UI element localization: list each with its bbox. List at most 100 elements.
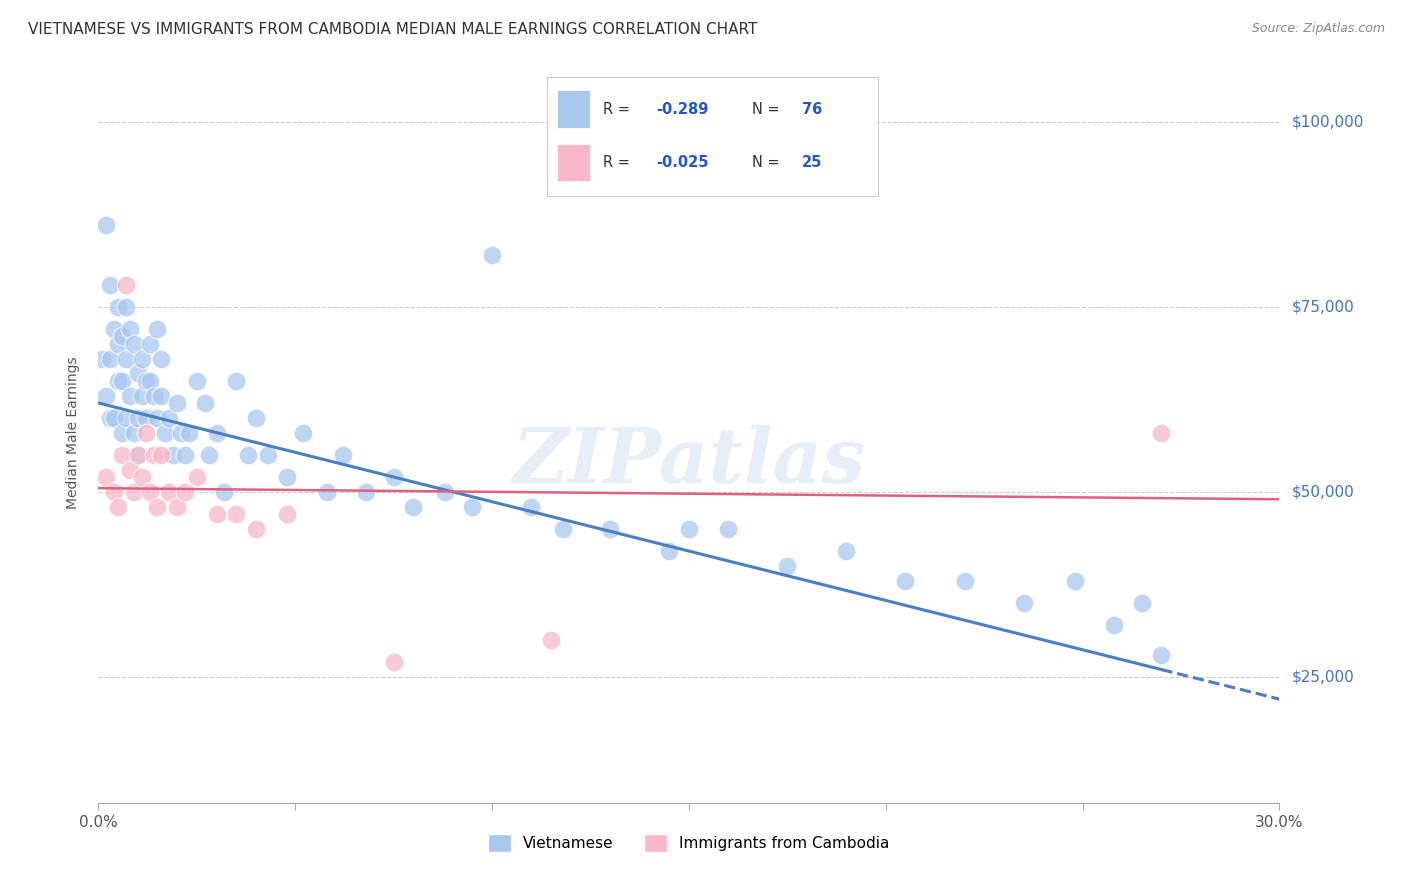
Point bbox=[678, 522, 700, 536]
Point bbox=[174, 484, 197, 499]
Point bbox=[146, 322, 169, 336]
Point bbox=[177, 425, 200, 440]
Point bbox=[91, 351, 114, 366]
Point bbox=[157, 484, 180, 499]
Point bbox=[256, 448, 278, 462]
Point bbox=[225, 374, 247, 388]
Point bbox=[236, 448, 259, 462]
Point bbox=[599, 522, 621, 536]
Point bbox=[111, 425, 134, 440]
Point bbox=[186, 374, 208, 388]
Point bbox=[111, 329, 134, 343]
Point bbox=[402, 500, 425, 514]
Point bbox=[157, 410, 180, 425]
Point bbox=[292, 425, 315, 440]
Text: VIETNAMESE VS IMMIGRANTS FROM CAMBODIA MEDIAN MALE EARNINGS CORRELATION CHART: VIETNAMESE VS IMMIGRANTS FROM CAMBODIA M… bbox=[28, 22, 758, 37]
Point bbox=[382, 470, 405, 484]
Point bbox=[1150, 425, 1173, 440]
Point bbox=[118, 389, 141, 403]
Point bbox=[461, 500, 484, 514]
Text: $100,000: $100,000 bbox=[1291, 114, 1364, 129]
Point bbox=[162, 448, 184, 462]
Point bbox=[122, 336, 145, 351]
Point bbox=[98, 410, 121, 425]
Point bbox=[481, 248, 503, 262]
Point bbox=[1102, 618, 1125, 632]
Point bbox=[540, 632, 562, 647]
Point bbox=[122, 425, 145, 440]
Point bbox=[98, 351, 121, 366]
Point bbox=[194, 396, 217, 410]
Point bbox=[131, 389, 153, 403]
Point bbox=[103, 410, 125, 425]
Point bbox=[1150, 648, 1173, 662]
Point bbox=[717, 522, 740, 536]
Point bbox=[122, 484, 145, 499]
Point bbox=[1130, 596, 1153, 610]
Point bbox=[276, 507, 298, 521]
Point bbox=[111, 448, 134, 462]
Point bbox=[166, 396, 188, 410]
Point bbox=[135, 374, 157, 388]
Point bbox=[127, 367, 149, 381]
Point bbox=[118, 322, 141, 336]
Point bbox=[150, 389, 173, 403]
Point bbox=[138, 484, 160, 499]
Point bbox=[658, 544, 681, 558]
Point bbox=[96, 470, 118, 484]
Point bbox=[107, 300, 129, 314]
Point bbox=[103, 322, 125, 336]
Point bbox=[776, 558, 799, 573]
Point bbox=[1063, 574, 1085, 588]
Legend: Vietnamese, Immigrants from Cambodia: Vietnamese, Immigrants from Cambodia bbox=[482, 829, 896, 858]
Point bbox=[315, 484, 337, 499]
Point bbox=[354, 484, 377, 499]
Point bbox=[150, 448, 173, 462]
Point bbox=[1012, 596, 1035, 610]
Point bbox=[107, 336, 129, 351]
Point bbox=[205, 425, 228, 440]
Point bbox=[186, 470, 208, 484]
Point bbox=[98, 277, 121, 292]
Point bbox=[276, 470, 298, 484]
Point bbox=[135, 425, 157, 440]
Point bbox=[131, 351, 153, 366]
Point bbox=[835, 544, 858, 558]
Point bbox=[150, 351, 173, 366]
Point bbox=[107, 374, 129, 388]
Point bbox=[155, 425, 177, 440]
Point bbox=[551, 522, 574, 536]
Point bbox=[115, 277, 138, 292]
Point bbox=[103, 484, 125, 499]
Point bbox=[135, 410, 157, 425]
Point bbox=[332, 448, 354, 462]
Point bbox=[127, 448, 149, 462]
Point bbox=[197, 448, 219, 462]
Point bbox=[382, 655, 405, 669]
Text: $75,000: $75,000 bbox=[1291, 299, 1354, 314]
Text: Source: ZipAtlas.com: Source: ZipAtlas.com bbox=[1251, 22, 1385, 36]
Point bbox=[170, 425, 193, 440]
Point bbox=[146, 500, 169, 514]
Text: $25,000: $25,000 bbox=[1291, 669, 1354, 684]
Point bbox=[115, 351, 138, 366]
Point bbox=[174, 448, 197, 462]
Point bbox=[107, 500, 129, 514]
Point bbox=[205, 507, 228, 521]
Point bbox=[245, 410, 267, 425]
Point bbox=[118, 462, 141, 476]
Point bbox=[127, 410, 149, 425]
Point bbox=[225, 507, 247, 521]
Point bbox=[214, 484, 236, 499]
Point bbox=[115, 300, 138, 314]
Point bbox=[146, 410, 169, 425]
Point bbox=[96, 389, 118, 403]
Point bbox=[142, 448, 165, 462]
Y-axis label: Median Male Earnings: Median Male Earnings bbox=[66, 356, 80, 509]
Text: ZIPatlas: ZIPatlas bbox=[512, 425, 866, 500]
Point bbox=[894, 574, 917, 588]
Point bbox=[138, 374, 160, 388]
Point bbox=[142, 389, 165, 403]
Text: $50,000: $50,000 bbox=[1291, 484, 1354, 500]
Point bbox=[166, 500, 188, 514]
